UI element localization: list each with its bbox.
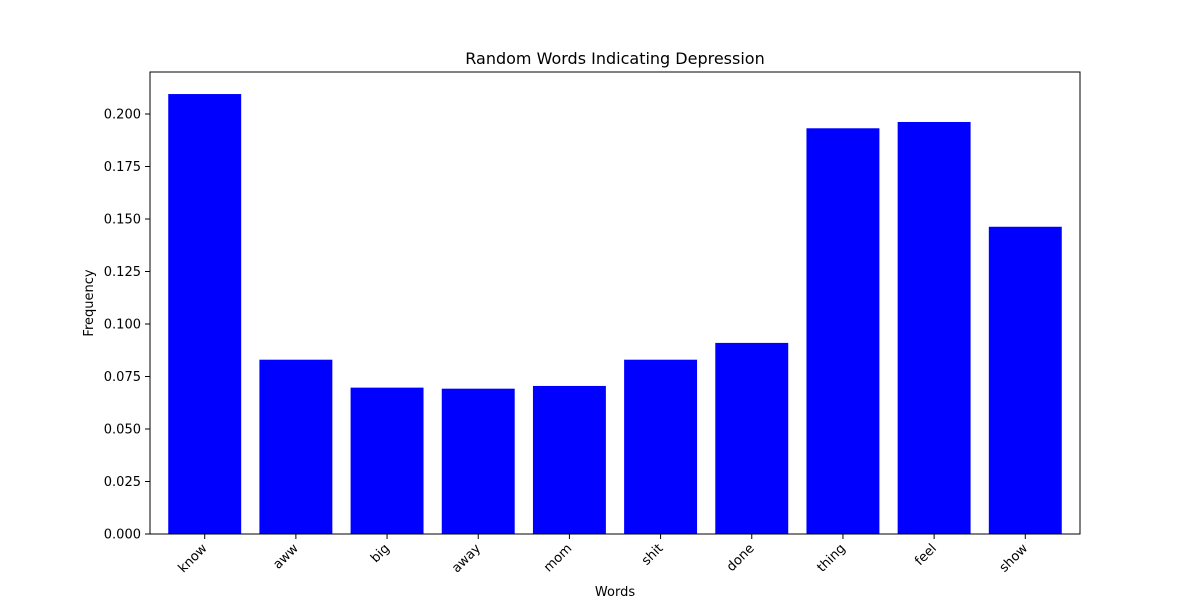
- x-tick-label-shit: shit: [639, 541, 666, 568]
- x-tick-label-know: know: [176, 541, 211, 576]
- chart-title: Random Words Indicating Depression: [465, 49, 764, 68]
- x-axis: know aww big away mom shit done thing feel show: [176, 534, 1032, 576]
- bar-know: [168, 94, 242, 535]
- bar-thing: [806, 128, 880, 534]
- x-tick-label-done: done: [724, 541, 758, 575]
- plot-area: 0.000 0.025 0.050 0.075 0.100 0.125 0.150 0.175…: [104, 71, 1081, 576]
- y-tick-label: 0.100: [104, 318, 141, 333]
- bars-layer: [168, 94, 1062, 535]
- y-tick-label: 0.175: [104, 160, 141, 175]
- y-tick-label: 0.125: [104, 265, 141, 280]
- x-tick-label-aww: aww: [270, 541, 302, 573]
- y-axis: 0.000 0.025 0.050 0.075 0.100 0.125 0.150 0.175…: [104, 108, 150, 543]
- y-tick-label: 0.000: [104, 528, 141, 543]
- bar-feel: [897, 121, 971, 534]
- x-tick-label-away: away: [449, 541, 484, 576]
- bar-show: [988, 226, 1062, 534]
- bar-aww: [259, 359, 333, 534]
- y-tick-label: 0.075: [104, 370, 141, 385]
- bar-away: [441, 388, 515, 534]
- bar-big: [350, 387, 424, 534]
- x-tick-label-big: big: [368, 541, 393, 566]
- x-tick-label-mom: mom: [541, 541, 575, 575]
- x-tick-label-feel: feel: [912, 541, 940, 569]
- x-axis-label: Words: [595, 585, 635, 600]
- bar-done: [715, 342, 789, 534]
- x-tick-label-show: show: [997, 541, 1032, 576]
- y-tick-label: 0.200: [104, 108, 141, 123]
- x-tick-label-thing: thing: [815, 541, 849, 575]
- y-tick-label: 0.025: [104, 475, 141, 490]
- y-tick-label: 0.150: [104, 213, 141, 228]
- y-tick-label: 0.050: [104, 423, 141, 438]
- plot-frame: [149, 71, 1081, 535]
- bar-mom: [532, 385, 606, 534]
- y-axis-label: Frequency: [82, 269, 97, 336]
- bar-shit: [624, 359, 698, 534]
